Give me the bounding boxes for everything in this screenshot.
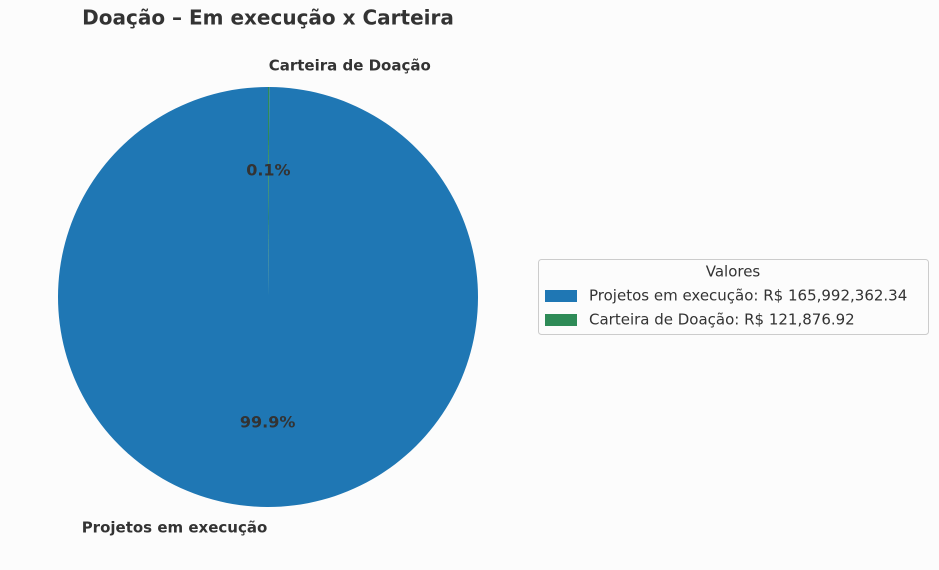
pie-wedge: [268, 87, 270, 297]
legend-box: [538, 259, 929, 335]
value-label: 99.9%: [240, 412, 296, 431]
chart-title: Doação – Em execução x Carteira: [82, 6, 454, 30]
legend-label: Carteira de Doação: R$ 121,876.92: [589, 311, 855, 329]
legend-swatch: [545, 314, 577, 326]
value-label: 0.1%: [246, 161, 290, 180]
category-label: Carteira de Doação: [269, 57, 431, 75]
category-label: Projetos em execução: [82, 518, 268, 536]
legend-swatch: [545, 290, 577, 302]
legend-title: Valores: [706, 263, 761, 281]
pie-wedge: [58, 87, 479, 507]
legend-label: Projetos em execução: R$ 165,992,362.34: [589, 287, 907, 305]
